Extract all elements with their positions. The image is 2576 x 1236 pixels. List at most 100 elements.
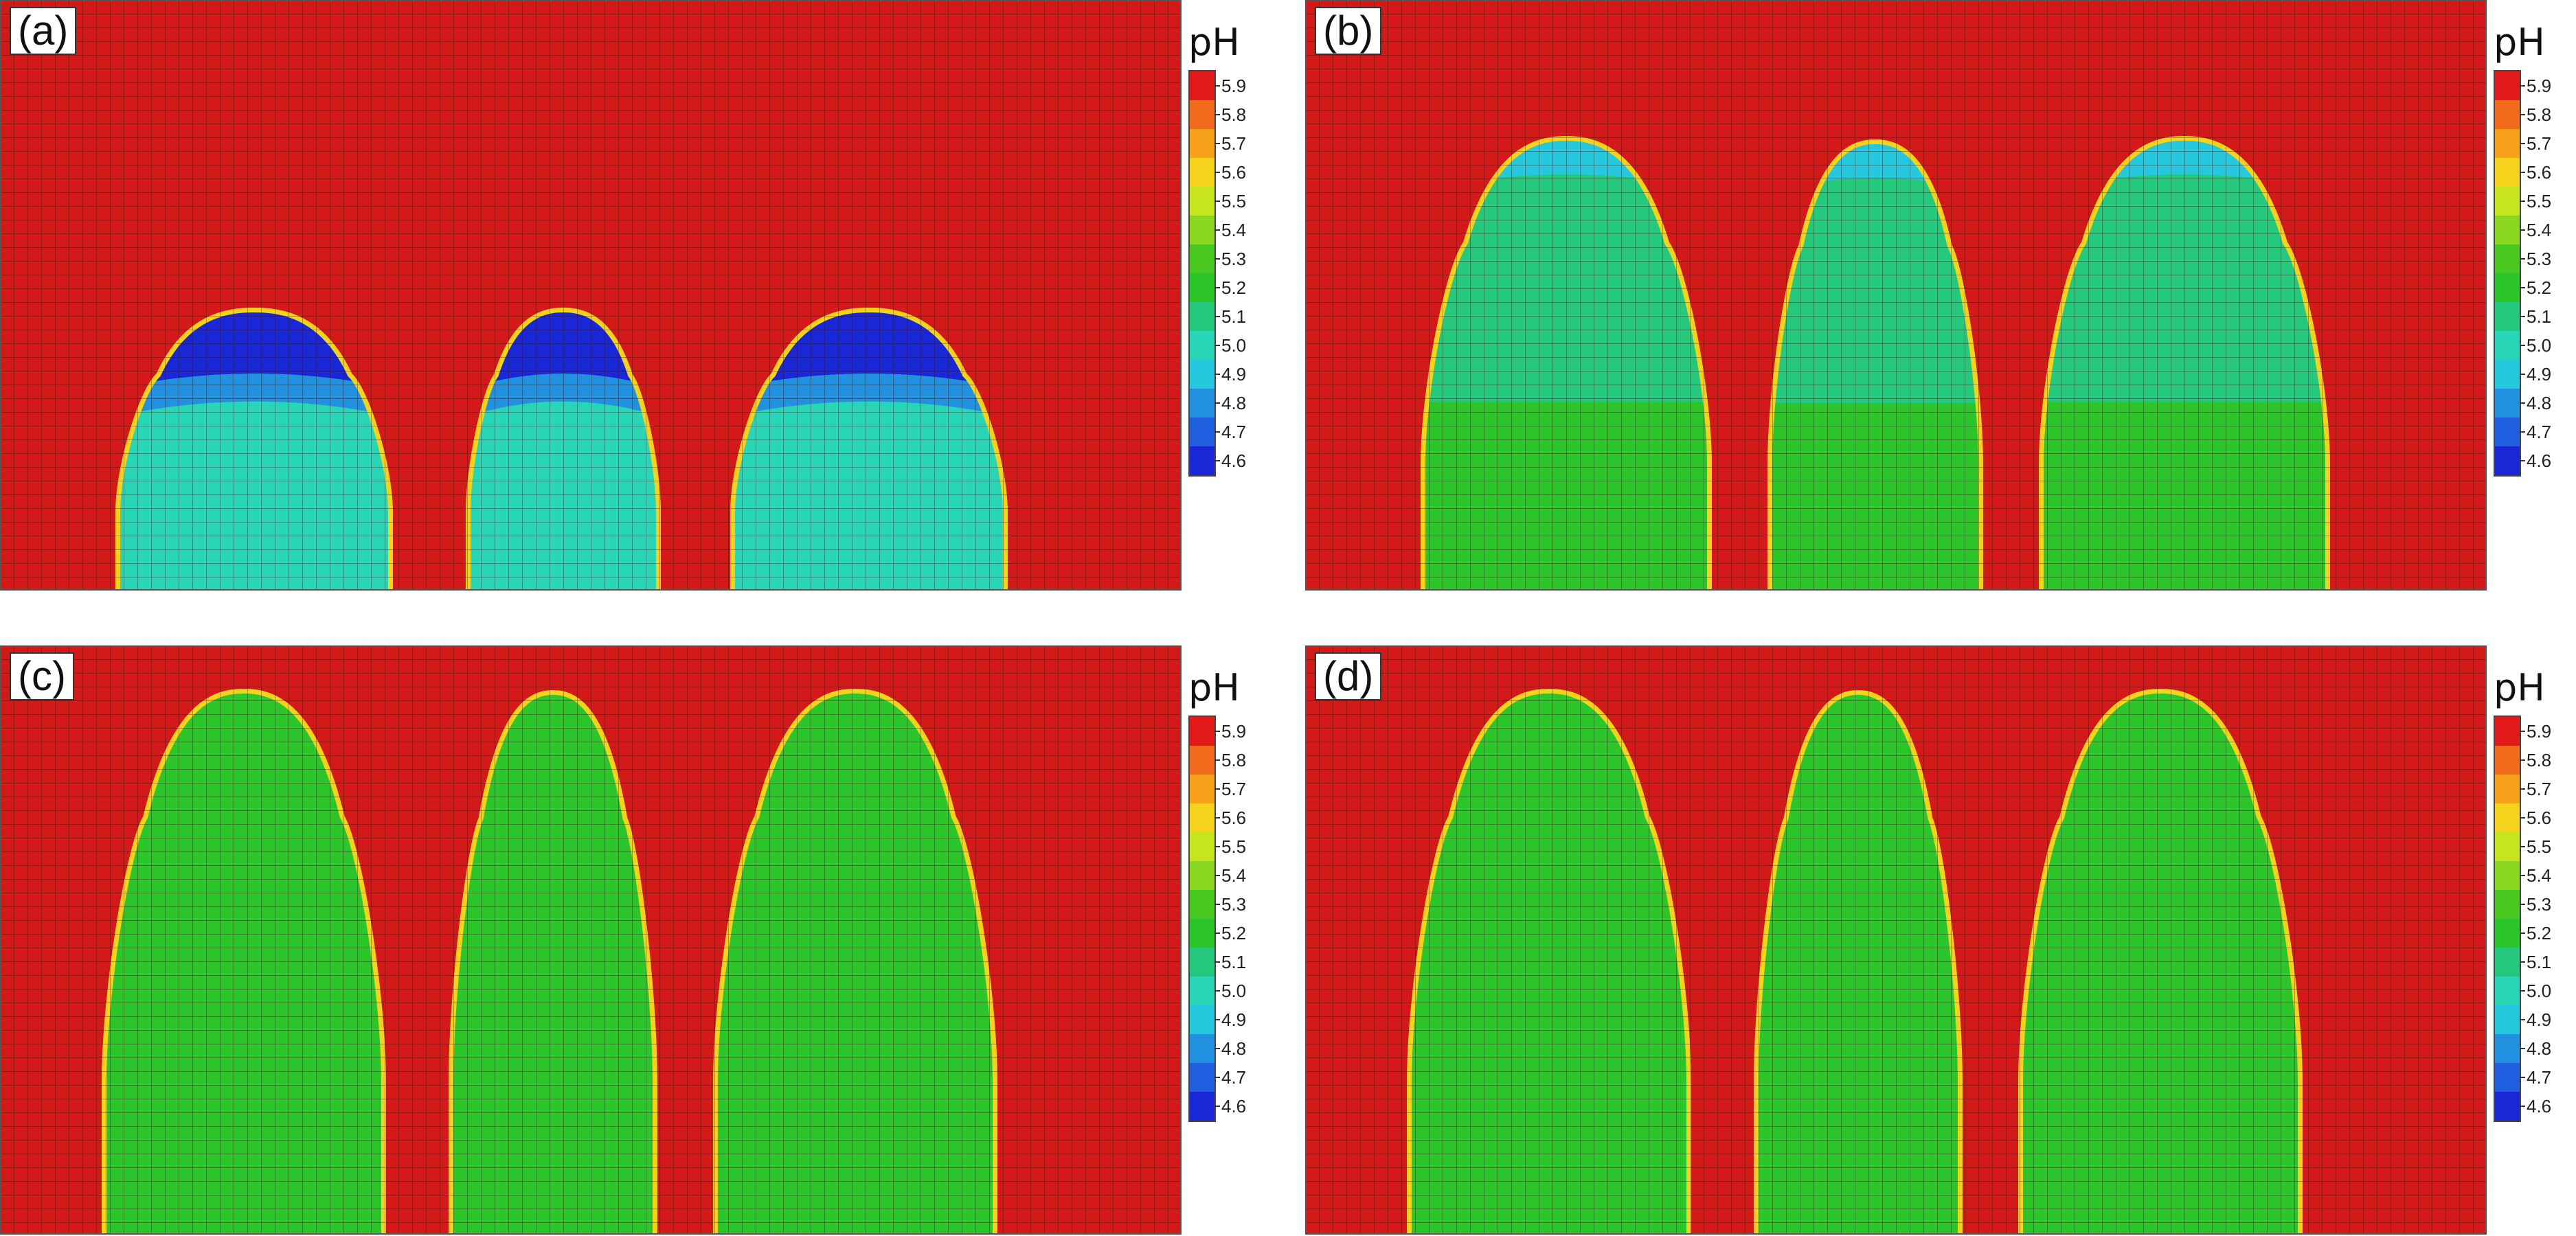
legend-tick-mark xyxy=(2520,201,2525,202)
ph-legend-a: pH 5.9 5.8 5.7 5.6 5.5 5.4 5.3 5.2 5.1 5.0 4.9 4.8 4… xyxy=(1188,21,1278,570)
legend-tick-mark xyxy=(2520,258,2525,260)
legend-tick-mark xyxy=(1214,1077,1220,1078)
legend-swatch xyxy=(2495,216,2520,244)
legend-tick-label: 5.1 xyxy=(1221,952,1247,972)
legend-tick-mark xyxy=(1214,1106,1220,1107)
legend-tick-label: 4.7 xyxy=(1221,422,1247,442)
legend-tick-mark xyxy=(1214,431,1220,433)
legend-tick-mark xyxy=(1214,172,1220,173)
legend-swatch xyxy=(1190,302,1214,331)
panel-label-d: (d) xyxy=(1315,652,1382,700)
legend-tick-label: 5.7 xyxy=(1221,779,1247,799)
legend-tick-label: 5.0 xyxy=(2527,335,2552,356)
legend-tick-label: 5.3 xyxy=(1221,249,1247,269)
legend-swatch xyxy=(1190,360,1214,389)
legend-tick-label: 5.9 xyxy=(2527,721,2552,742)
legend-tick-label: 4.6 xyxy=(1221,1096,1247,1117)
panel-frame xyxy=(1305,645,2487,1235)
legend-swatch xyxy=(1190,832,1214,861)
legend-swatch xyxy=(2495,746,2520,775)
panel-d: (d) pH 5.9 5.8 5.7 5.6 5.5 5.4 5.3 5.2 5.1 5.0 4.9… xyxy=(1305,645,2551,1236)
legend-swatch xyxy=(1190,273,1214,302)
legend-tick-mark xyxy=(2520,759,2525,761)
legend-tick-mark xyxy=(2520,345,2525,346)
legend-swatch xyxy=(1190,919,1214,948)
legend-tick-label: 5.4 xyxy=(1221,865,1247,886)
legend-tick-mark xyxy=(2520,374,2525,375)
legend-tick-label: 5.1 xyxy=(2527,306,2552,327)
legend-tick-label: 4.8 xyxy=(2527,393,2552,413)
panel-frame xyxy=(0,645,1182,1235)
panel-frame xyxy=(0,0,1182,591)
legend-tick-mark xyxy=(2520,1019,2525,1020)
legend-tick-label: 5.5 xyxy=(2527,191,2552,211)
legend-swatch xyxy=(2495,129,2520,158)
legend-tick-label: 5.2 xyxy=(1221,923,1247,943)
legend-tick-mark xyxy=(2520,990,2525,992)
simulation-field-d xyxy=(1305,645,2487,1235)
legend-tick-mark xyxy=(1214,316,1220,317)
legend-swatch xyxy=(2495,331,2520,360)
ph-legend-b: pH 5.9 5.8 5.7 5.6 5.5 5.4 5.3 5.2 5.1 5.0 4.9 4.8 4… xyxy=(2494,21,2576,570)
legend-tick-mark xyxy=(2520,961,2525,963)
legend-tick-mark xyxy=(1214,788,1220,790)
panel-label-b: (b) xyxy=(1315,7,1382,55)
legend-tick-mark xyxy=(1214,759,1220,761)
legend-tick-label: 5.6 xyxy=(1221,808,1247,828)
legend-tick-mark xyxy=(1214,817,1220,819)
legend-swatch xyxy=(2495,1034,2520,1063)
legend-swatch xyxy=(2495,948,2520,976)
legend-swatch xyxy=(1190,746,1214,775)
legend-swatch xyxy=(1190,389,1214,417)
legend-swatch xyxy=(1190,417,1214,446)
legend-tick-label: 5.9 xyxy=(1221,721,1247,742)
legend-colorbar xyxy=(2494,70,2521,477)
legend-tick-mark xyxy=(1214,731,1220,732)
legend-title: pH xyxy=(1188,21,1240,64)
legend-tick-label: 5.6 xyxy=(1221,162,1247,183)
legend-swatch xyxy=(1190,861,1214,890)
legend-swatch xyxy=(2495,187,2520,216)
simulation-field-a xyxy=(0,0,1182,591)
legend-swatch xyxy=(2495,803,2520,832)
legend-tick-label: 5.2 xyxy=(2527,923,2552,943)
legend-swatch xyxy=(2495,1005,2520,1034)
legend-colorbar xyxy=(2494,716,2521,1122)
legend-title: pH xyxy=(1188,666,1240,709)
panel-frame xyxy=(1305,0,2487,591)
legend-tick-mark xyxy=(2520,287,2525,288)
legend-tick-mark xyxy=(2520,1048,2525,1049)
legend-tick-label: 4.6 xyxy=(2527,450,2552,471)
mesh-grid-overlay xyxy=(1305,645,2487,1235)
legend-swatch xyxy=(1190,717,1214,746)
legend-swatch xyxy=(1190,1092,1214,1121)
legend-tick-label: 4.7 xyxy=(2527,422,2552,442)
legend-tick-mark xyxy=(1214,402,1220,404)
legend-swatch xyxy=(1190,71,1214,100)
legend-tick-mark xyxy=(1214,1019,1220,1020)
legend-swatch xyxy=(2495,1063,2520,1092)
panel-label-a: (a) xyxy=(10,7,77,55)
legend-tick-mark xyxy=(2520,460,2525,461)
legend-swatch xyxy=(2495,389,2520,417)
legend-tick-label: 5.8 xyxy=(2527,750,2552,770)
legend-tick-mark xyxy=(2520,143,2525,144)
legend-tick-mark xyxy=(1214,932,1220,934)
legend-tick-label: 5.3 xyxy=(2527,894,2552,915)
legend-swatch xyxy=(1190,446,1214,475)
panel-c: (c) pH 5.9 5.8 5.7 5.6 5.5 5.4 5.3 5.2 5.1 5.0 4.9… xyxy=(0,645,1246,1236)
legend-tick-label: 5.4 xyxy=(2527,865,2552,886)
legend-tick-label: 5.7 xyxy=(2527,133,2552,154)
legend-colorbar xyxy=(1188,70,1216,477)
legend-tick-mark xyxy=(1214,143,1220,144)
legend-swatch xyxy=(2495,71,2520,100)
legend-swatch xyxy=(2495,244,2520,273)
legend-swatch xyxy=(1190,216,1214,244)
legend-title: pH xyxy=(2494,666,2545,709)
legend-swatch xyxy=(2495,890,2520,919)
legend-swatch xyxy=(1190,1034,1214,1063)
legend-tick-mark xyxy=(1214,258,1220,260)
panel-a: (a) pH 5.9 5.8 5.7 5.6 5.5 5.4 5.3 5.2 5.1 5.0 4.9… xyxy=(0,0,1246,591)
legend-tick-mark xyxy=(1214,374,1220,375)
legend-tick-mark xyxy=(2520,932,2525,934)
